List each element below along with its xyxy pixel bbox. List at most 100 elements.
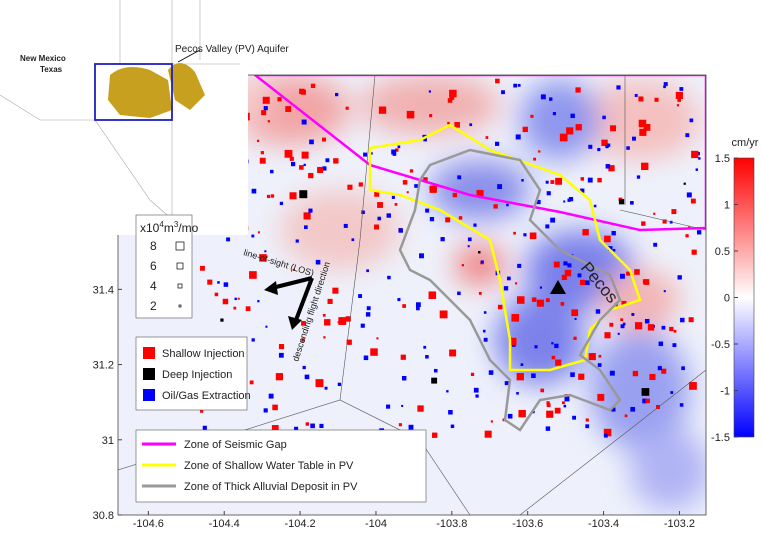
legend-label: Zone of Seismic Gap xyxy=(184,439,287,451)
well xyxy=(358,182,363,187)
well xyxy=(345,106,349,110)
arrowhead xyxy=(288,316,302,330)
well xyxy=(501,90,505,95)
well xyxy=(554,407,561,414)
well xyxy=(517,83,521,87)
well xyxy=(485,136,489,139)
well xyxy=(251,234,255,238)
well xyxy=(495,141,500,146)
well xyxy=(450,424,455,429)
well xyxy=(275,373,284,381)
legend-swatch xyxy=(143,347,155,359)
well xyxy=(661,368,667,374)
unit-part: 4 xyxy=(159,220,164,229)
well xyxy=(202,425,207,430)
x-tick-label: -103.2 xyxy=(664,518,695,529)
well xyxy=(402,304,406,308)
well xyxy=(580,188,585,193)
alluvial-zone xyxy=(398,148,622,432)
well xyxy=(386,404,391,409)
legend-label: Shallow Injection xyxy=(162,348,245,360)
well xyxy=(322,313,326,317)
well xyxy=(533,157,537,161)
well xyxy=(654,97,659,102)
town-marker xyxy=(550,280,566,294)
well xyxy=(588,144,593,149)
well xyxy=(284,149,293,158)
well xyxy=(317,166,324,174)
well-legend: Shallow Injection Deep Injection Oil/Gas E… xyxy=(135,336,251,411)
well xyxy=(261,110,267,116)
well xyxy=(574,317,577,320)
well xyxy=(597,147,601,152)
well xyxy=(304,374,310,380)
well xyxy=(534,345,538,349)
well xyxy=(475,394,479,398)
size-square xyxy=(177,283,183,289)
well xyxy=(636,175,641,179)
well xyxy=(200,265,205,271)
well xyxy=(658,341,664,347)
well xyxy=(401,376,407,381)
well xyxy=(618,199,625,205)
well xyxy=(546,191,551,196)
well xyxy=(685,133,690,138)
well xyxy=(570,113,575,119)
well xyxy=(333,158,339,164)
well xyxy=(285,106,292,112)
well xyxy=(603,428,612,437)
well xyxy=(429,216,435,222)
well xyxy=(597,393,605,401)
well xyxy=(673,329,677,333)
x-tick-label: -104.4 xyxy=(209,518,240,529)
well xyxy=(619,273,625,279)
well xyxy=(530,114,534,118)
well xyxy=(366,306,371,311)
well xyxy=(439,310,448,319)
study-area-box xyxy=(94,63,173,121)
well xyxy=(609,322,614,327)
well xyxy=(366,269,369,273)
well xyxy=(653,212,656,215)
y-tick-label: 31.2 xyxy=(93,360,114,372)
well xyxy=(662,219,667,224)
well xyxy=(223,282,229,287)
well xyxy=(473,387,479,393)
well xyxy=(577,273,582,278)
well xyxy=(370,348,378,356)
unit-part: /mo xyxy=(178,221,198,235)
well xyxy=(549,97,553,101)
x-tick-label: -104.6 xyxy=(133,518,164,529)
size-label: 6 xyxy=(150,259,157,273)
well xyxy=(610,125,617,132)
colorbar-tick-label: 1 xyxy=(724,200,730,212)
well xyxy=(605,164,611,169)
well xyxy=(631,136,636,141)
well xyxy=(467,245,470,248)
well xyxy=(588,353,596,361)
well xyxy=(545,180,549,184)
well xyxy=(428,90,432,93)
well xyxy=(222,298,229,305)
well xyxy=(325,158,330,163)
well xyxy=(478,251,481,254)
well xyxy=(553,261,560,268)
well xyxy=(265,325,268,328)
well xyxy=(688,317,694,323)
well xyxy=(467,237,472,242)
well xyxy=(617,332,620,335)
well xyxy=(521,179,524,182)
legend-label: Deep Injection xyxy=(162,369,232,381)
well xyxy=(545,224,550,229)
well xyxy=(695,168,699,171)
well xyxy=(691,150,699,159)
well xyxy=(220,318,224,322)
colorbar-tick-label: 0.5 xyxy=(715,246,730,258)
well xyxy=(343,223,348,228)
well xyxy=(391,149,397,155)
state-label: Texas xyxy=(40,65,63,74)
well xyxy=(401,404,404,407)
well xyxy=(378,106,387,114)
well xyxy=(634,269,640,275)
